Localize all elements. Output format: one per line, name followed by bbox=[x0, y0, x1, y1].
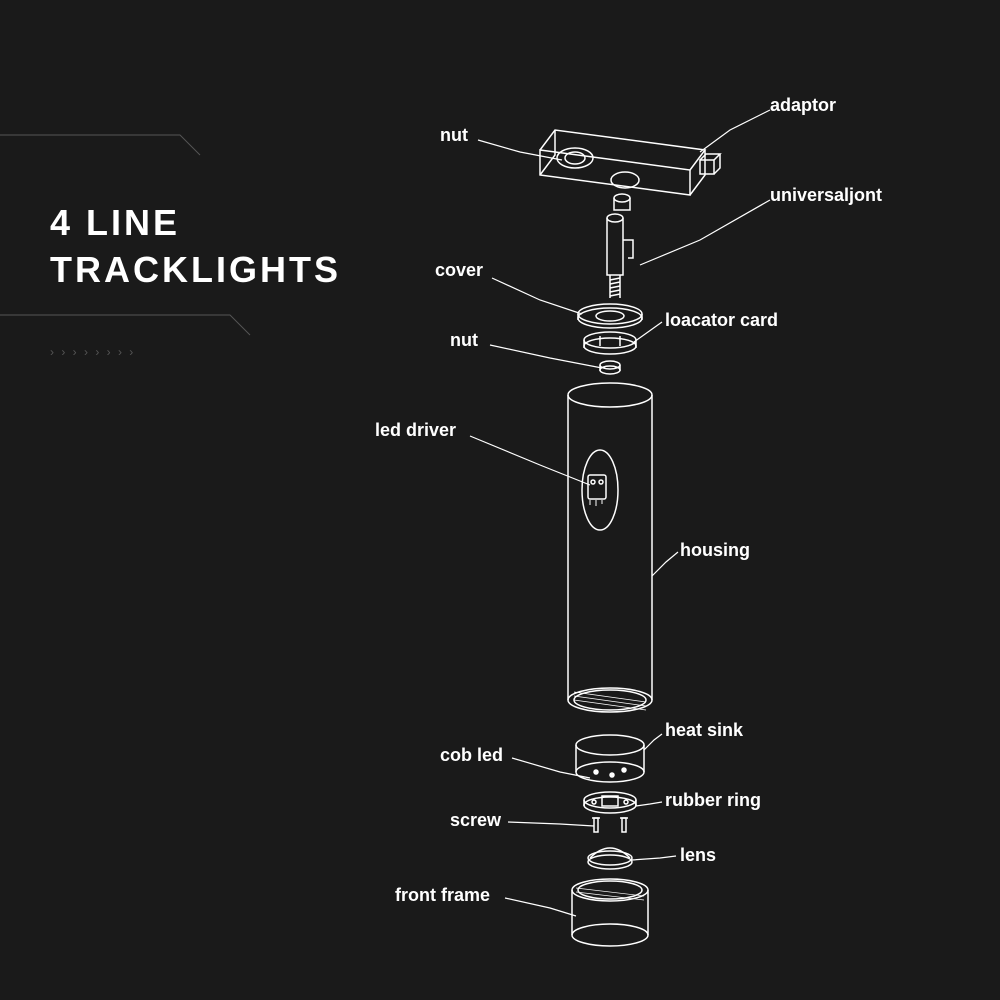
part-hanger bbox=[614, 194, 630, 210]
leader-lines bbox=[470, 110, 770, 916]
part-front-frame bbox=[572, 879, 648, 946]
part-locator bbox=[584, 332, 636, 374]
part-universal-joint bbox=[607, 214, 633, 298]
part-heat-sink bbox=[576, 735, 644, 782]
exploded-diagram bbox=[0, 0, 1000, 1000]
part-housing bbox=[568, 383, 652, 712]
part-screws bbox=[592, 818, 628, 832]
part-adaptor bbox=[540, 130, 720, 195]
part-cob-plate bbox=[584, 792, 636, 813]
part-lens bbox=[588, 848, 632, 869]
part-cover bbox=[578, 304, 642, 328]
